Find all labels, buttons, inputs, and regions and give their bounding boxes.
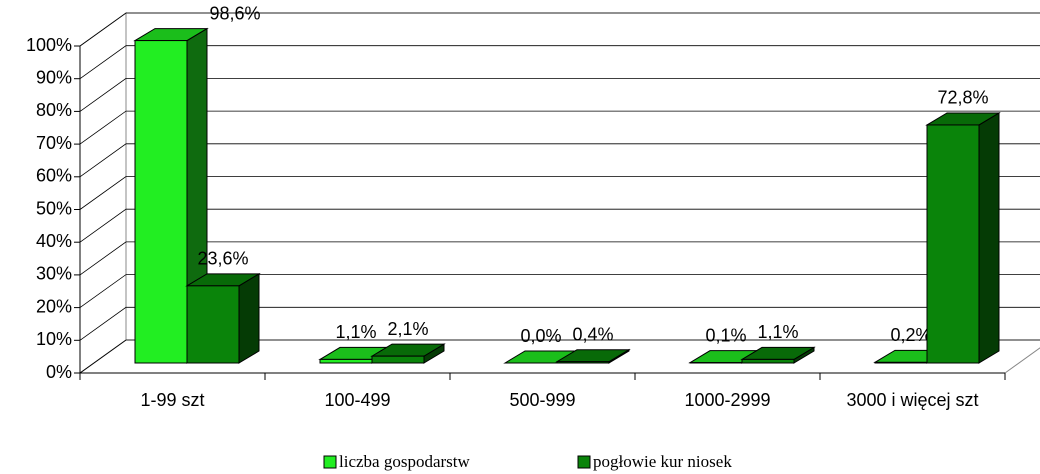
x-tick-label: 1-99 szt	[140, 390, 204, 410]
x-tick-label: 3000 i więcej szt	[846, 390, 978, 410]
y-tick-label: 70%	[36, 133, 72, 153]
y-tick-label: 20%	[36, 296, 72, 316]
x-tick-label: 1000-2999	[684, 390, 770, 410]
grid-line	[79, 241, 1040, 276]
value-label: 1,1%	[757, 322, 798, 342]
grid-line	[79, 208, 1040, 243]
legend-label: pogłowie kur niosek	[593, 452, 732, 471]
bar	[874, 361, 928, 364]
legend-label: liczba gospodarstw	[339, 452, 470, 471]
grid-line	[79, 45, 1040, 80]
grid-line	[79, 339, 1040, 374]
grid-line	[79, 78, 1040, 112]
value-label: 72,8%	[937, 88, 988, 108]
y-tick-label: 100%	[26, 35, 72, 55]
grid-line	[79, 306, 1040, 341]
grid-line	[79, 176, 1040, 210]
grid-line	[79, 110, 1040, 145]
y-tick-label: 60%	[36, 166, 72, 186]
legend-swatch	[577, 455, 591, 469]
bar-side	[238, 272, 260, 364]
bar	[371, 355, 425, 364]
bar	[741, 358, 795, 364]
legend-swatch	[323, 455, 337, 469]
y-tick-label: 40%	[36, 231, 72, 251]
value-label: 0,0%	[520, 326, 561, 346]
value-label: 0,2%	[890, 325, 931, 345]
grid-line	[79, 12, 1040, 47]
bar	[556, 361, 610, 364]
value-label: 2,1%	[387, 319, 428, 339]
x-tick-label: 100-499	[324, 390, 390, 410]
value-label: 0,1%	[705, 325, 746, 345]
value-label: 98,6%	[209, 3, 260, 23]
bar	[134, 40, 188, 364]
value-label: 1,1%	[335, 322, 376, 342]
grid-line	[79, 274, 1040, 308]
y-tick-label: 30%	[36, 264, 72, 284]
y-tick-label: 80%	[36, 100, 72, 120]
y-tick-label: 0%	[46, 362, 72, 382]
bar	[319, 358, 373, 364]
bar-side	[978, 112, 1000, 364]
x-tick-label: 500-999	[509, 390, 575, 410]
y-tick-label: 90%	[36, 67, 72, 87]
y-tick-label: 50%	[36, 198, 72, 218]
value-label: 23,6%	[197, 249, 248, 269]
grid-line	[79, 143, 1040, 178]
bar	[926, 124, 980, 364]
value-label: 0,4%	[572, 324, 613, 344]
y-tick-label: 10%	[36, 329, 72, 349]
bar	[186, 285, 240, 364]
